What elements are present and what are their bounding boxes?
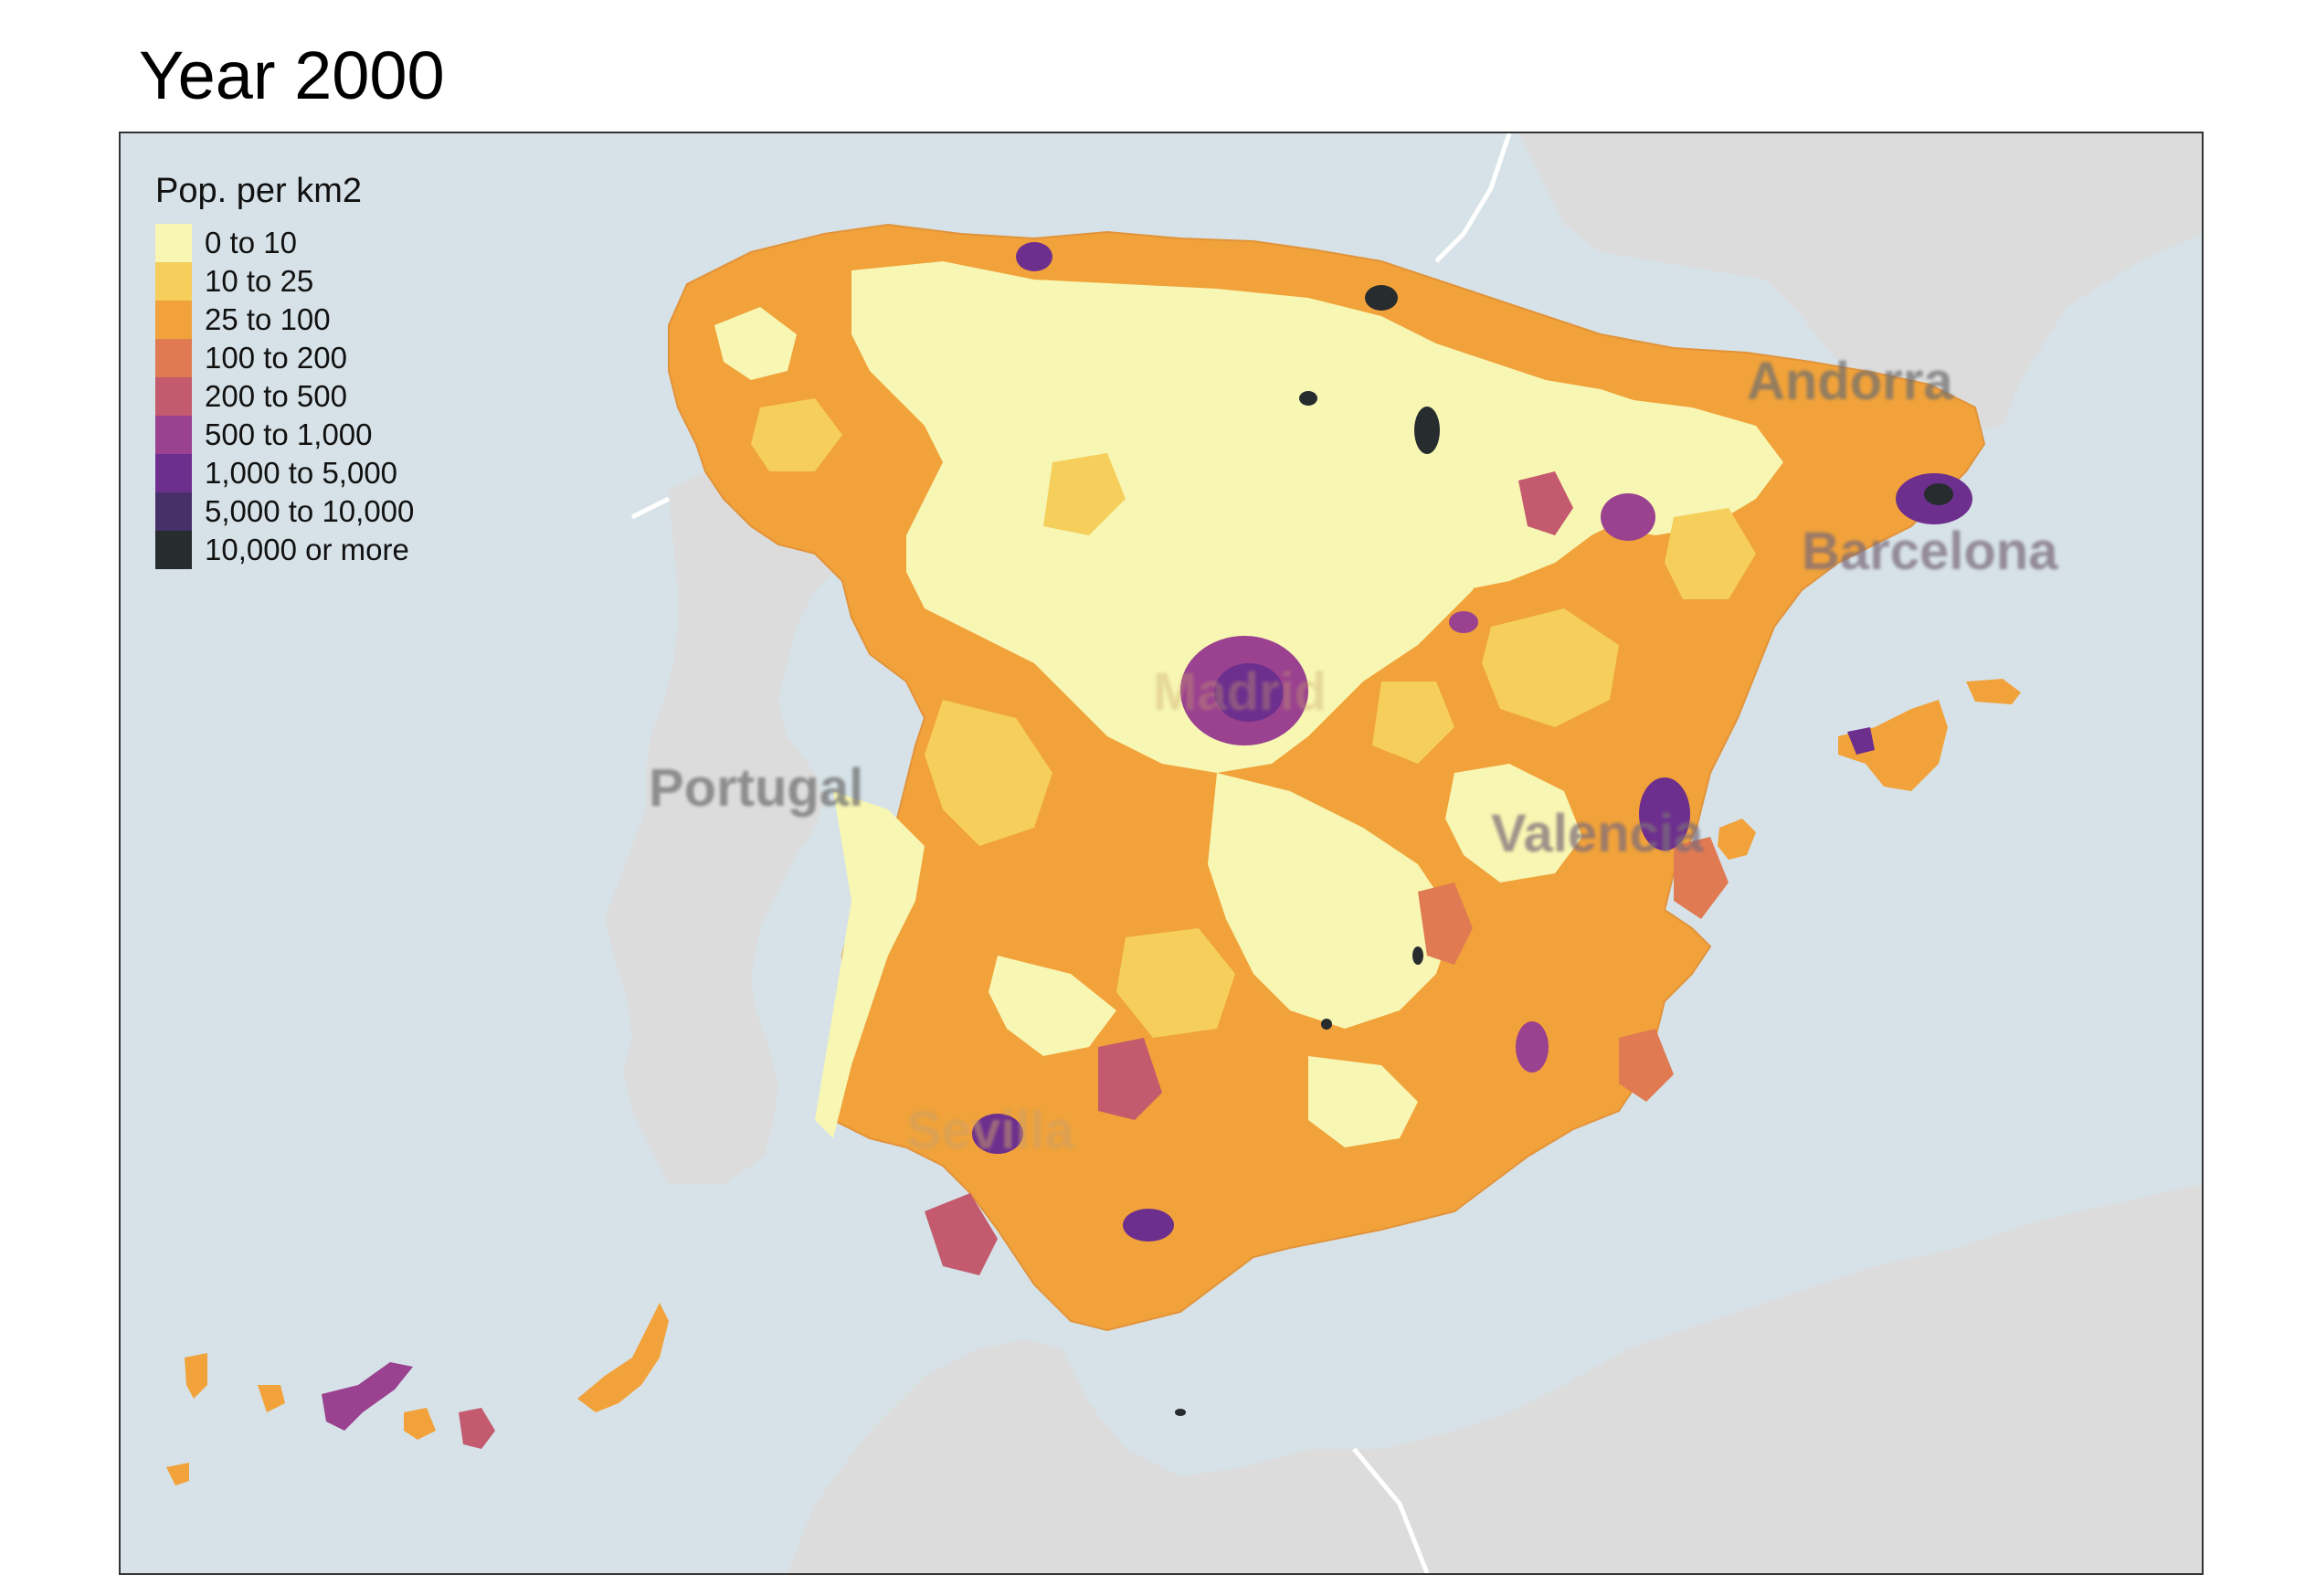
legend-title: Pop. per km2 xyxy=(155,172,362,210)
legend-item: 0 to 10 xyxy=(155,224,414,262)
legend-swatch xyxy=(155,224,192,262)
label-barcelona: Barcelona xyxy=(1802,522,2058,581)
legend-swatch xyxy=(155,531,192,569)
legend-item: 100 to 200 xyxy=(155,339,414,377)
france-land xyxy=(1518,133,2202,435)
label-madrid: Madrid xyxy=(1153,662,1327,722)
map-panel[interactable]: Andorra Barcelona Portugal Valencia Sevi… xyxy=(119,132,2204,1575)
portugal-land xyxy=(605,462,861,1184)
menorca xyxy=(1966,679,2021,704)
map-canvas[interactable] xyxy=(121,133,2202,1573)
legend-item: 500 to 1,000 xyxy=(155,416,414,454)
portugal-border xyxy=(630,496,671,520)
legend-label: 10 to 25 xyxy=(205,264,314,298)
canary-islands[interactable] xyxy=(166,1303,669,1485)
label-sevilla: Sevilla xyxy=(906,1101,1074,1160)
legend-swatch xyxy=(155,301,192,339)
mallorca xyxy=(1838,700,1948,791)
legend-label: 25 to 100 xyxy=(205,302,331,336)
legend-label: 200 to 500 xyxy=(205,379,347,413)
legend-swatch xyxy=(155,377,192,416)
legend-item: 25 to 100 xyxy=(155,301,414,339)
legend-label: 1,000 to 5,000 xyxy=(205,456,398,490)
legend-label: 500 to 1,000 xyxy=(205,417,373,451)
legend-swatch xyxy=(155,339,192,377)
legend-label: 10,000 or more xyxy=(205,533,409,566)
legend-swatch xyxy=(155,454,192,492)
legend: Pop. per km2 0 to 10 10 to 25 25 to 100 100… xyxy=(155,172,414,569)
ceuta xyxy=(1175,1409,1186,1416)
legend-item: 10 to 25 xyxy=(155,262,414,301)
density-0-10-areas xyxy=(714,261,1783,1147)
legend-swatch xyxy=(155,492,192,531)
balearic-islands[interactable] xyxy=(1718,679,2021,860)
label-valencia: Valencia xyxy=(1491,804,1704,863)
density-10-25-areas xyxy=(751,398,1756,1038)
france-border xyxy=(1434,133,1512,263)
legend-item: 10,000 or more xyxy=(155,531,414,569)
legend-item: 200 to 500 xyxy=(155,377,414,416)
legend-label: 5,000 to 10,000 xyxy=(205,494,415,528)
legend-swatch xyxy=(155,416,192,454)
africa-land xyxy=(788,1184,2202,1573)
density-urban-areas xyxy=(972,242,1972,1242)
legend-item: 1,000 to 5,000 xyxy=(155,454,414,492)
legend-swatch xyxy=(155,262,192,301)
legend-label: 0 to 10 xyxy=(205,226,297,259)
label-andorra: Andorra xyxy=(1747,352,1953,411)
density-100-500-areas xyxy=(925,471,1729,1275)
legend-label: 100 to 200 xyxy=(205,341,347,375)
africa-border xyxy=(1352,1447,1430,1573)
map-title: Year 2000 xyxy=(139,37,445,113)
ibiza xyxy=(1718,819,1756,860)
legend-item: 5,000 to 10,000 xyxy=(155,492,414,531)
label-portugal: Portugal xyxy=(649,758,864,818)
